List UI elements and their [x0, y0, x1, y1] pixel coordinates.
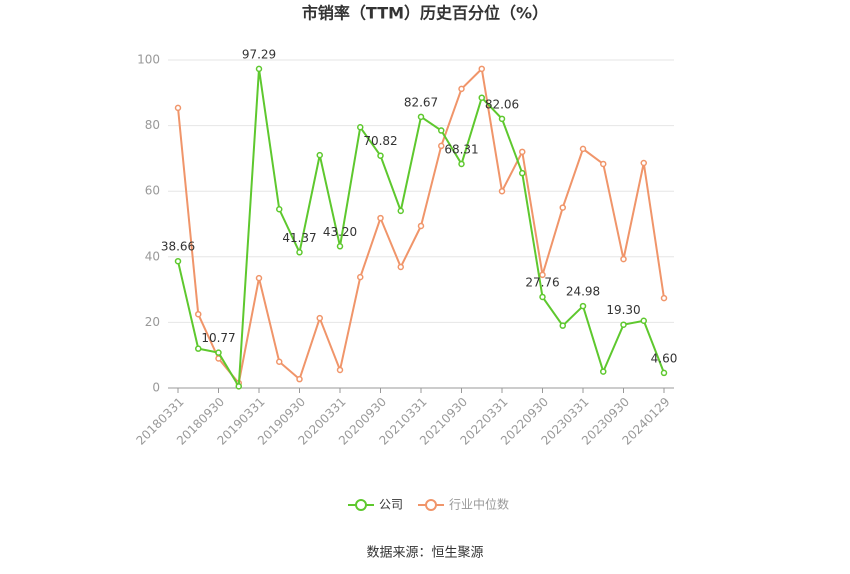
data-label: 10.77 [201, 331, 235, 345]
data-label: 38.66 [161, 240, 195, 254]
point [660, 369, 668, 377]
point [498, 115, 506, 123]
point [438, 127, 445, 134]
point [559, 322, 566, 329]
point [417, 113, 425, 121]
legend-label: 公司 [379, 498, 403, 512]
point [276, 205, 283, 213]
y-tick-label: 40 [145, 249, 160, 263]
legend-label: 行业中位数 [449, 497, 509, 512]
point [377, 214, 384, 222]
point [519, 169, 526, 177]
point [336, 366, 344, 374]
data-label: 43.20 [323, 225, 357, 239]
chart-title: 市销率（TTM）历史百分位（%） [302, 4, 548, 23]
point [458, 85, 465, 93]
point [559, 204, 566, 211]
point [478, 65, 485, 73]
point [640, 159, 647, 167]
point [478, 94, 485, 101]
point [235, 383, 242, 390]
point [600, 160, 607, 168]
point [397, 207, 404, 215]
data-label: 41.37 [282, 231, 316, 245]
data-label: 70.82 [363, 134, 397, 148]
point [255, 65, 263, 73]
source: 数据来源：恒生聚源 [366, 546, 483, 561]
y-tick-label: 100 [137, 53, 160, 67]
data-label: 97.29 [242, 47, 276, 61]
data-label: 82.67 [404, 95, 438, 109]
y-tick-label: 80 [145, 118, 160, 132]
point [336, 243, 344, 250]
point [276, 358, 283, 366]
point [539, 271, 546, 279]
legend-marker [355, 499, 367, 511]
point [357, 273, 364, 281]
point [620, 255, 627, 263]
point [579, 145, 587, 153]
point [397, 263, 404, 271]
point [498, 187, 506, 195]
point [660, 294, 668, 302]
point [174, 104, 182, 112]
data-label: 82.06 [485, 97, 519, 111]
point [316, 151, 323, 159]
point [640, 317, 647, 325]
data-label: 4.60 [651, 351, 678, 365]
point [296, 375, 303, 383]
point [458, 160, 465, 168]
data-label: 68.31 [444, 142, 478, 156]
point [539, 293, 546, 301]
data-label: 27.76 [525, 275, 559, 289]
point [296, 249, 303, 256]
point [377, 152, 384, 159]
point [195, 310, 202, 318]
point [579, 302, 587, 310]
point [215, 349, 222, 356]
point [438, 142, 445, 150]
point [195, 345, 202, 352]
point [174, 257, 182, 265]
legend-marker [425, 499, 437, 511]
y-tick-label: 20 [145, 315, 160, 329]
y-tick-label: 60 [145, 184, 160, 198]
data-label: 24.98 [566, 285, 600, 299]
data-label: 19.30 [606, 303, 640, 317]
point [600, 368, 607, 375]
point [519, 148, 526, 156]
point [255, 274, 263, 282]
point [316, 314, 323, 322]
point [417, 222, 425, 230]
y-tick-label: 0 [152, 381, 160, 395]
point [620, 321, 627, 328]
point [357, 123, 364, 131]
